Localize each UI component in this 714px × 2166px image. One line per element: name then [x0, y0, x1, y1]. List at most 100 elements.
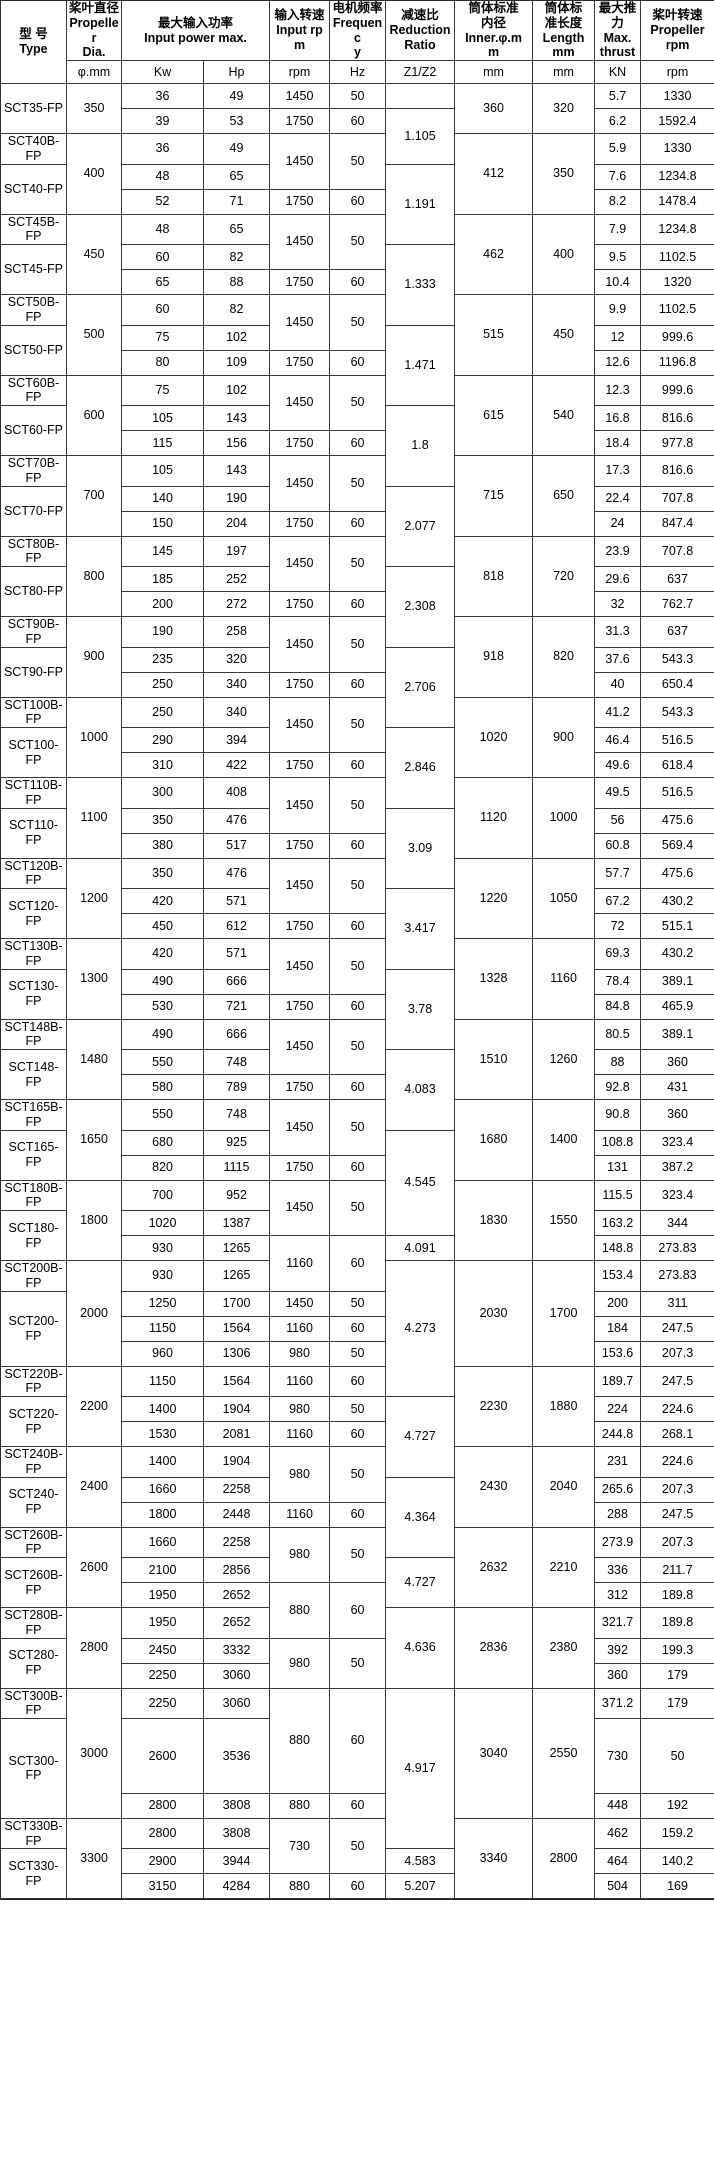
cell-input-power-hp: 2258	[202, 1476, 271, 1503]
cell-propeller-diameter: 3000	[66, 1687, 122, 1819]
table-row: SCT300B-FP 3000 2250 3060 880 60 4.917 3040 2550…	[0, 1687, 714, 1850]
table-row: SCT100-FP 290 394 2.846 46.4 516.5	[0, 727, 714, 809]
cell-propeller-rpm: 1102.5	[640, 244, 714, 270]
cell-propeller-rpm: 389.1	[640, 968, 714, 995]
cell-standard-length: 2380	[532, 1607, 596, 1689]
cell-standard-length: 1160	[532, 938, 596, 1020]
cell-model-type: SCT80-FP	[0, 566, 67, 617]
cell-reduction-ratio: 3.78	[385, 968, 456, 1050]
cell-model-type: SCT130B-FP	[0, 938, 67, 970]
cell-model-type: SCT300B-FP	[0, 1687, 67, 1719]
cell-input-power-hp: 952	[202, 1179, 271, 1211]
cell-input-power-kw: 235	[121, 646, 204, 673]
cell-input-rpm: 1750	[269, 349, 331, 376]
cell-input-power-hp: 748	[202, 1099, 271, 1131]
cell-input-rpm: 1160	[269, 1315, 331, 1342]
cell-max-thrust: 131	[594, 1154, 642, 1181]
cell-input-power-hp: 408	[202, 777, 271, 809]
cell-reduction-ratio: 4.636	[385, 1607, 456, 1689]
cell-standard-length: 900	[532, 696, 596, 778]
cell-max-thrust: 231	[594, 1446, 642, 1478]
cell-model-type: SCT100-FP	[0, 727, 67, 778]
cell-frequency: 50	[329, 1099, 387, 1156]
header-rpm-en2: m	[293, 37, 306, 52]
cell-input-rpm: 980	[269, 1526, 331, 1583]
table-row: SCT45-FP 60 82 1.333 9.5 1102.5	[0, 244, 714, 326]
table-body: SCT35-FP 350 36 49 1450 50 360 320 5.7 1330 39 53 17…	[0, 83, 714, 1900]
table-row: 1800 2448 1160 60 288 247.5	[1, 1501, 714, 1528]
cell-inner-diameter: 1510	[454, 1018, 534, 1100]
cell-input-power-hp: 143	[202, 405, 271, 431]
header-rpm-cn: 输入转速	[274, 8, 325, 23]
cell-model-type: SCT50-FP	[0, 324, 67, 376]
cell-propeller-rpm: 977.8	[640, 430, 714, 456]
cell-max-thrust: 88	[594, 1049, 642, 1075]
table-row: SCT220B-FP 2200 1150 1564 1160 60 2230 1880 189.…	[0, 1365, 714, 1447]
cell-standard-length: 450	[532, 294, 596, 376]
header-unit-cell: Z1/Z2	[385, 60, 456, 84]
cell-input-rpm: 1750	[269, 993, 331, 1020]
cell-propeller-rpm: 847.4	[640, 510, 714, 537]
cell-input-power-kw: 550	[121, 1099, 204, 1131]
cell-max-thrust: 321.7	[594, 1607, 642, 1639]
cell-input-power-kw: 1660	[121, 1476, 204, 1503]
header-unit-cell: Kw	[121, 60, 204, 84]
cell-reduction-ratio: 1.105	[385, 108, 456, 165]
cell-input-power-kw: 490	[121, 968, 204, 995]
cell-frequency: 50	[329, 616, 387, 673]
cell-max-thrust: 6.2	[594, 108, 642, 134]
cell-frequency: 60	[329, 591, 387, 617]
cell-input-rpm: 1750	[269, 671, 331, 698]
cell-max-thrust: 265.6	[594, 1476, 642, 1503]
cell-max-thrust: 244.8	[594, 1421, 642, 1447]
header-power-cn: 最大输入功率	[158, 15, 234, 30]
cell-frequency: 60	[329, 1074, 387, 1100]
cell-input-rpm: 1450	[269, 133, 331, 190]
cell-propeller-rpm: 389.1	[640, 1018, 714, 1050]
cell-input-rpm: 1450	[269, 455, 331, 512]
cell-reduction-ratio: 2.706	[385, 646, 456, 728]
cell-frequency: 50	[329, 535, 387, 592]
cell-model-type: SCT110-FP	[0, 807, 67, 859]
cell-inner-diameter: 360	[454, 83, 534, 134]
cell-propeller-rpm: 637	[640, 566, 714, 592]
cell-input-rpm: 1450	[269, 535, 331, 592]
cell-propeller-rpm: 1196.8	[640, 349, 714, 376]
header-length-cn: 筒体标	[544, 1, 583, 16]
cell-propeller-rpm: 1320	[640, 269, 714, 295]
cell-input-rpm: 1450	[269, 616, 331, 673]
cell-input-power-hp: 1265	[202, 1235, 271, 1261]
header-inner-en: Inner.φ.m	[465, 30, 522, 45]
cell-max-thrust: 189.7	[594, 1365, 642, 1397]
cell-max-thrust: 184	[594, 1315, 642, 1342]
header-hz-cn: 电机频率	[332, 1, 383, 16]
cell-max-thrust: 31.3	[594, 616, 642, 648]
cell-input-power-kw: 2900	[121, 1848, 204, 1875]
cell-propeller-diameter: 2400	[66, 1446, 122, 1528]
cell-input-power-hp: 156	[202, 430, 271, 456]
cell-frequency: 50	[329, 696, 387, 753]
cell-standard-length: 1000	[532, 777, 596, 859]
cell-input-rpm: 1750	[269, 1074, 331, 1100]
cell-model-type: SCT80B-FP	[0, 535, 67, 567]
cell-propeller-rpm: 618.4	[640, 752, 714, 778]
table-row: SCT70-FP 140 190 2.077 22.4 707.8	[0, 485, 714, 567]
header-type-cn: 型 号	[19, 27, 48, 42]
cell-max-thrust: 29.6	[594, 566, 642, 592]
cell-input-power-hp: 2258	[202, 1526, 271, 1558]
cell-propeller-diameter: 700	[66, 455, 122, 537]
cell-model-type: SCT240-FP	[0, 1476, 67, 1528]
cell-propeller-rpm: 247.5	[640, 1365, 714, 1397]
cell-propeller-diameter: 500	[66, 294, 122, 376]
cell-max-thrust: 46.4	[594, 727, 642, 753]
header-dia-en2: Dia.	[82, 45, 106, 60]
cell-input-power-kw: 60	[121, 244, 204, 270]
cell-frequency: 60	[329, 752, 387, 778]
cell-propeller-rpm: 247.5	[640, 1501, 714, 1528]
table-row: SCT165B-FP 1650 550 748 1450 50 1680 1400 90.8 36…	[0, 1099, 714, 1181]
cell-max-thrust: 69.3	[594, 938, 642, 970]
cell-input-power-hp: 517	[202, 832, 271, 859]
table-row: SCT40B-FP 400 36 49 1450 50 412 350 5.9 1330	[0, 133, 714, 215]
cell-input-power-hp: 1564	[202, 1315, 271, 1342]
cell-input-power-hp: 258	[202, 616, 271, 648]
